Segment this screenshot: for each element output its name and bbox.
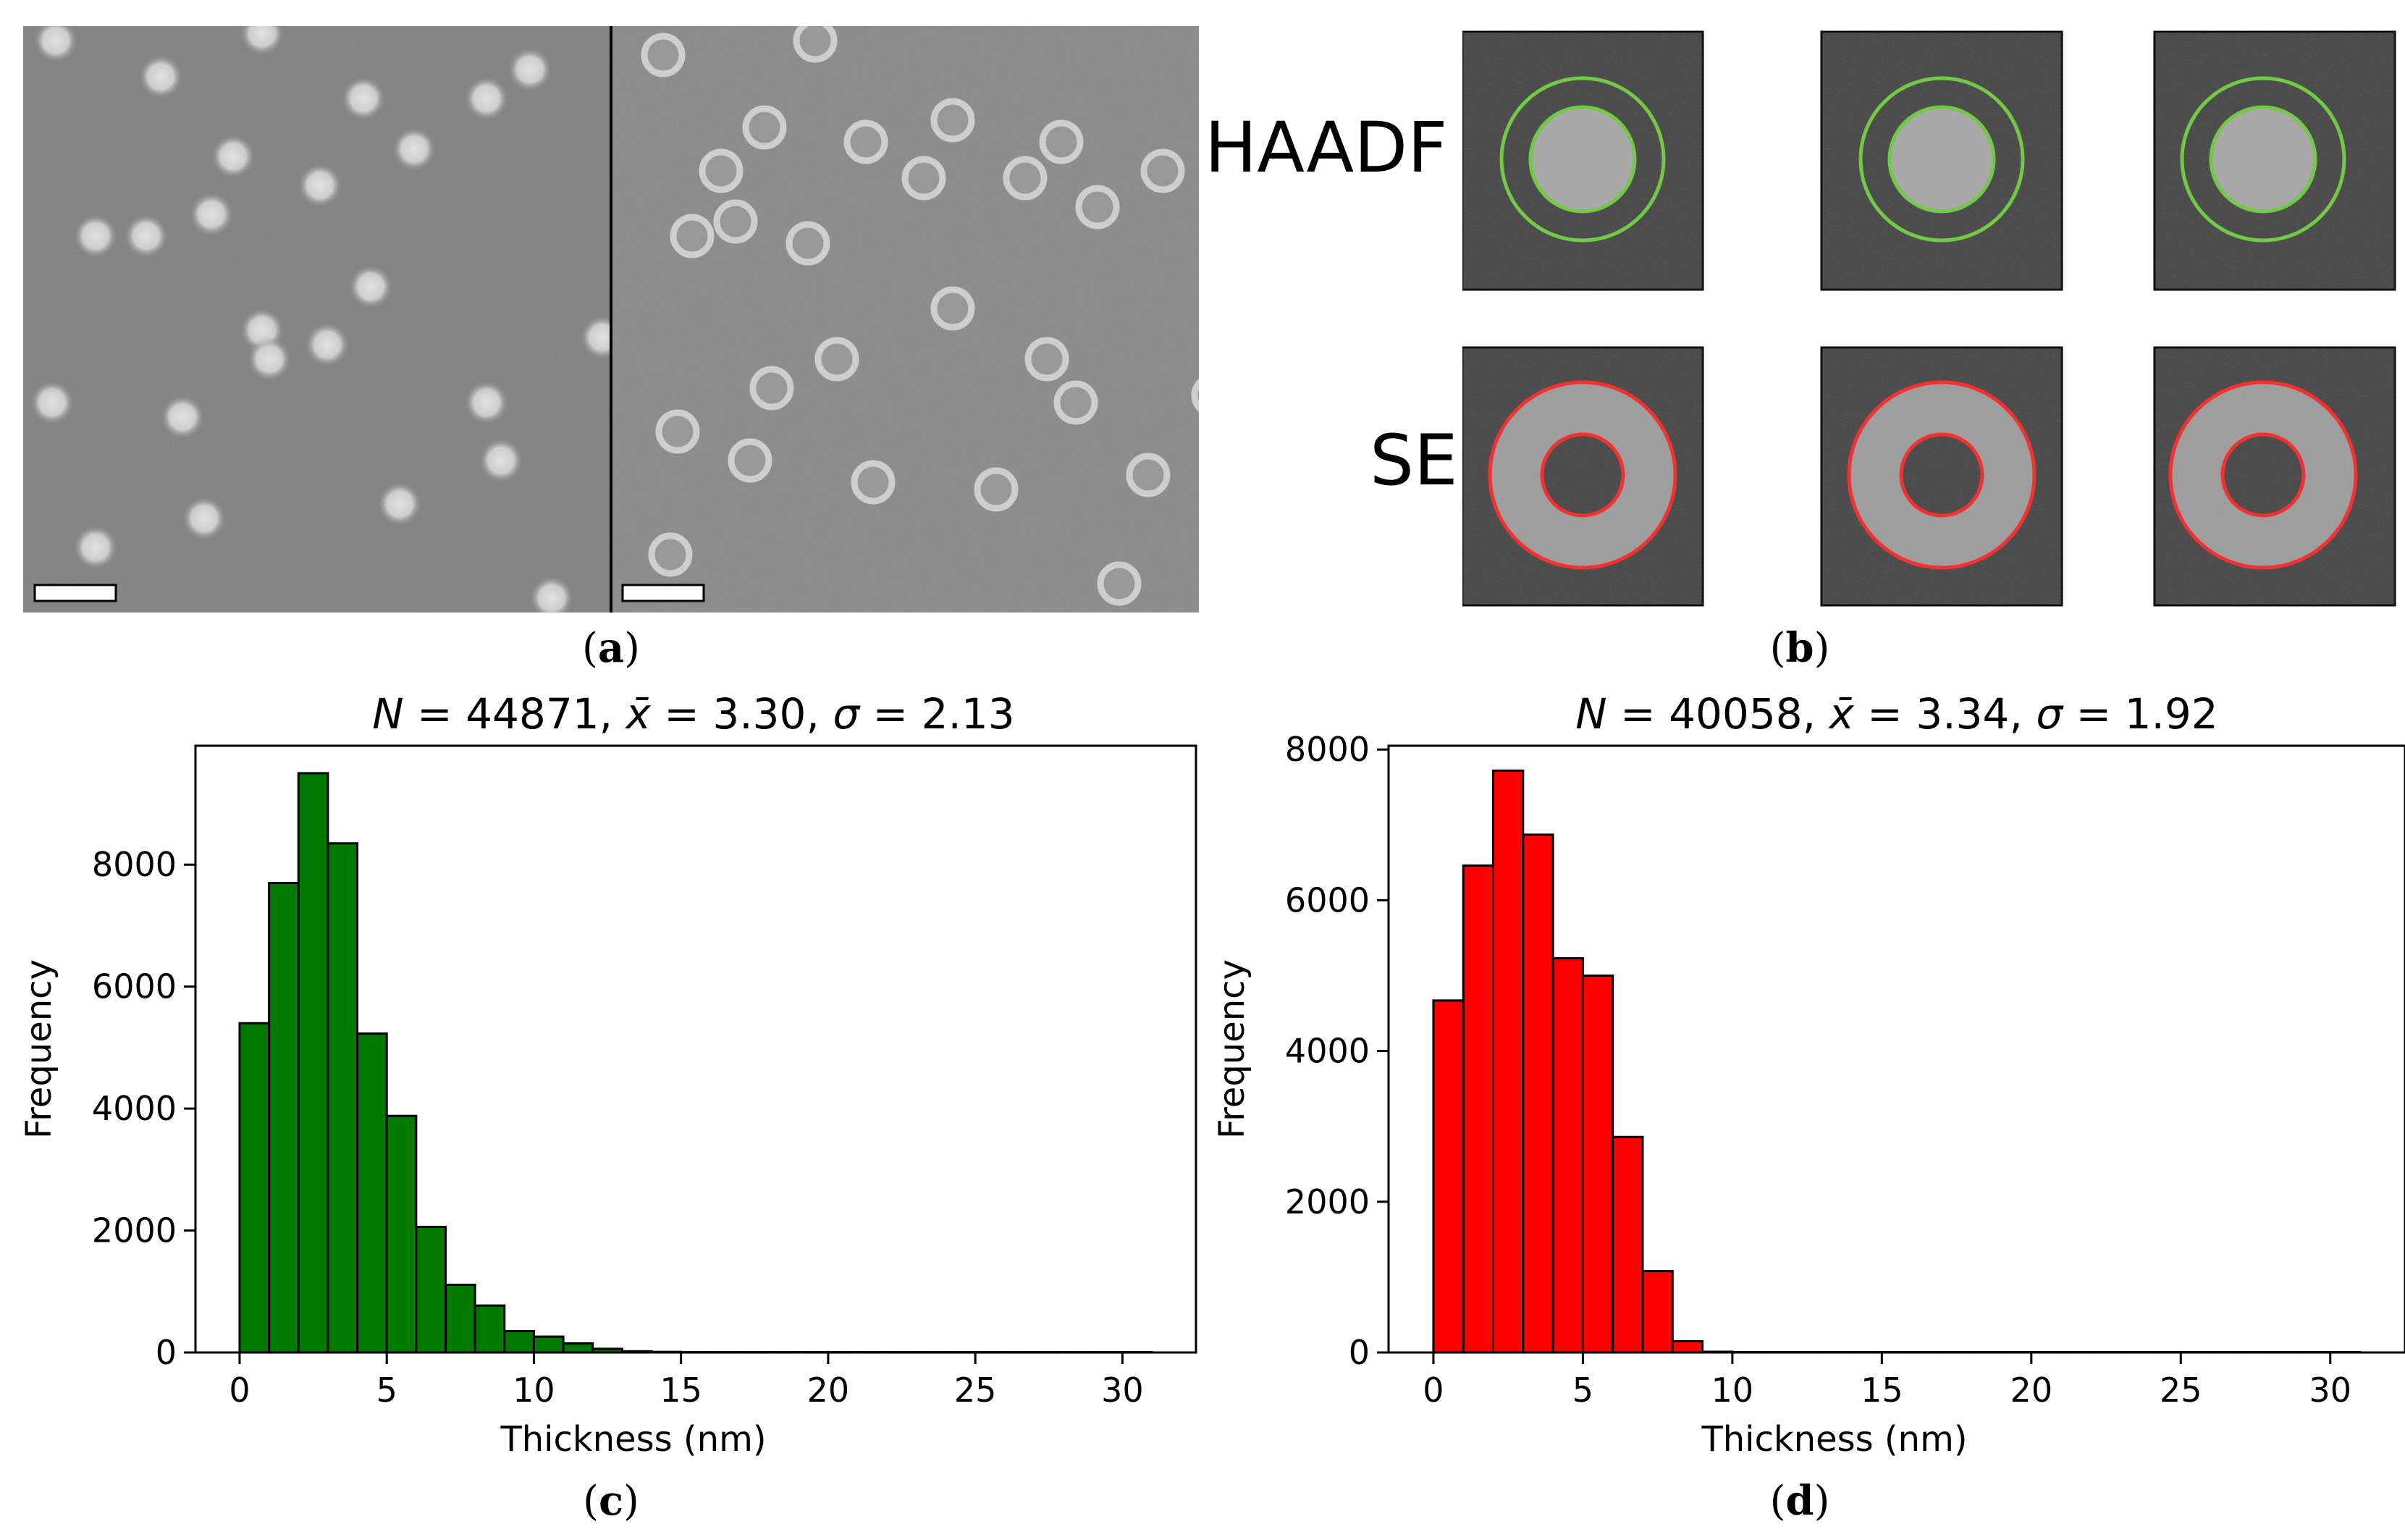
histogram-bar (562, 1342, 594, 1354)
histogram-bar (591, 1347, 623, 1354)
histogram-bar (473, 1304, 506, 1354)
histogram-bar (532, 1335, 565, 1354)
crop-noise (1821, 348, 2062, 605)
x-tick-label: 10 (1711, 1371, 1754, 1410)
particle-crops-grid (1462, 30, 2396, 607)
y-tick-label: 4000 (1285, 1032, 1370, 1071)
y-tick-label: 2000 (92, 1211, 177, 1250)
image-noise (612, 26, 1199, 613)
x-axis-label: Thickness (nm) (1701, 1419, 1967, 1460)
y-tick-label: 2000 (1285, 1182, 1370, 1221)
crop-se-2 (1820, 346, 2063, 607)
crop-haadf-3 (2153, 30, 2396, 291)
image-noise (23, 26, 611, 613)
x-tick-label: 30 (1101, 1371, 1144, 1410)
panel-label-c: (c) (583, 1477, 639, 1525)
crop-noise (1462, 32, 1703, 290)
se-row-label: SE (1370, 420, 1458, 501)
x-tick-label: 15 (1861, 1371, 1903, 1410)
histogram-bar (1522, 833, 1554, 1354)
histogram-bar (1492, 769, 1525, 1354)
histogram-bar (1641, 1270, 1674, 1354)
crop-se-1 (1462, 346, 1704, 607)
x-tick-label: 25 (954, 1371, 997, 1410)
axes-frame (1387, 744, 2405, 1354)
histogram-bar (1432, 999, 1465, 1354)
histogram-d: N = 40058, x̄ = 3.34, σ = 1.92 0 5 10 15 20 25… (1212, 689, 2405, 1460)
crop-haadf-1 (1462, 30, 1704, 291)
y-tick-label: 8000 (1285, 730, 1370, 769)
histogram-bar (415, 1226, 447, 1354)
panel-label-b: (b) (1769, 624, 1830, 672)
crop-noise (2155, 32, 2395, 290)
histogram-bar (503, 1330, 535, 1354)
x-tick-label: 25 (2160, 1371, 2202, 1410)
panel-label-a: (a) (581, 624, 641, 672)
histogram-bar (445, 1284, 476, 1354)
crop-haadf-2 (1820, 30, 2063, 291)
x-tick-label: 20 (2010, 1371, 2053, 1410)
histogram-bar (297, 772, 329, 1354)
haadf-row-label: HAADF (1205, 107, 1448, 188)
y-axis-label: Frequency (19, 959, 59, 1139)
crop-noise (1462, 348, 1703, 605)
x-tick-label: 10 (513, 1371, 555, 1410)
chart-title: N = 40058, x̄ = 3.34, σ = 1.92 (1575, 689, 2217, 739)
panel-a-micrographs (23, 26, 1199, 613)
y-tick-label: 6000 (92, 967, 177, 1006)
x-tick-label: 20 (807, 1371, 850, 1410)
haadf-overview-image (23, 26, 611, 613)
x-tick-label: 30 (2309, 1371, 2351, 1410)
histogram-bar (385, 1114, 418, 1354)
histogram-bar (1551, 957, 1584, 1354)
histogram-bar (1612, 1135, 1644, 1354)
crop-se-3 (2153, 346, 2396, 607)
y-axis-label: Frequency (1212, 959, 1252, 1139)
crop-noise (1821, 32, 2062, 290)
axes-frame (194, 744, 1197, 1354)
image-divider (610, 26, 613, 613)
y-tick-label: 6000 (1285, 880, 1370, 920)
crop-noise (2155, 348, 2395, 605)
histogram-bar (1671, 1339, 1704, 1354)
x-tick-label: 0 (1423, 1371, 1444, 1410)
histogram-bar (238, 1022, 271, 1354)
histogram-bar (327, 842, 359, 1354)
y-tick-label: 0 (1349, 1333, 1370, 1372)
scale-bar (621, 584, 705, 602)
x-tick-label: 5 (1572, 1371, 1593, 1410)
histogram-bar (356, 1032, 388, 1354)
x-tick-label: 5 (376, 1371, 397, 1410)
x-axis-label: Thickness (nm) (500, 1419, 766, 1460)
histogram-bar (1462, 864, 1495, 1354)
y-tick-label: 8000 (92, 845, 177, 884)
histogram-c: N = 44871, x̄ = 3.30, σ = 2.13 0 5 10 15 20 25… (19, 689, 1197, 1460)
x-tick-label: 0 (229, 1371, 250, 1410)
x-tick-label: 15 (660, 1371, 702, 1410)
histogram-bar (268, 881, 300, 1354)
chart-title: N = 44871, x̄ = 3.30, σ = 2.13 (372, 689, 1014, 739)
histogram-bar (1581, 975, 1614, 1354)
y-tick-label: 0 (156, 1333, 177, 1372)
se-overview-image (612, 26, 1199, 613)
y-tick-label: 4000 (92, 1089, 177, 1128)
panel-label-d: (d) (1769, 1477, 1830, 1525)
histogram-bar (620, 1350, 653, 1354)
scale-bar (33, 584, 117, 602)
